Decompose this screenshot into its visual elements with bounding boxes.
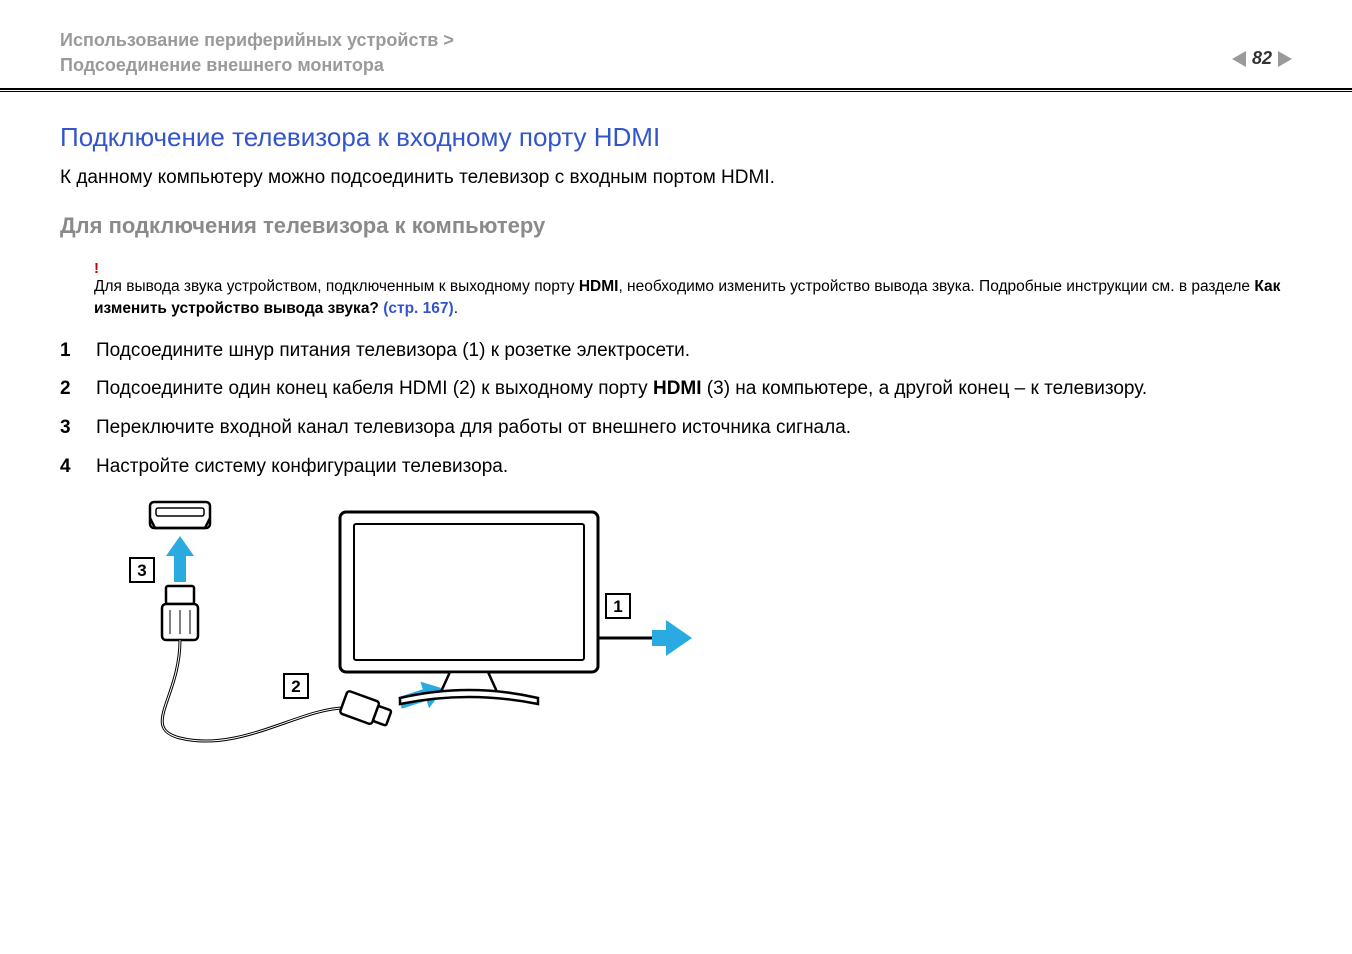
breadcrumb: Использование периферийных устройств > П…	[60, 28, 454, 78]
step-number: 4	[60, 454, 96, 481]
warning-block: ! Для вывода звука устройством, подключе…	[94, 261, 1292, 319]
warning-part3: .	[454, 300, 458, 317]
step-text-bold: HDMI	[653, 378, 702, 399]
step-text-a: Подсоедините один конец кабеля HDMI (2) …	[96, 378, 653, 399]
intro-text: К данному компьютеру можно подсоединить …	[60, 167, 1292, 189]
page-nav: 82	[1232, 48, 1292, 69]
hdmi-cable-highlight	[162, 640, 345, 741]
step-item: 4 Настройте систему конфигурации телевиз…	[60, 454, 1292, 481]
tv-icon	[340, 512, 598, 704]
page-content: Подключение телевизора к входному порту …	[0, 92, 1352, 773]
page-number: 82	[1252, 48, 1272, 69]
warning-text: Для вывода звука устройством, подключенн…	[94, 276, 1292, 319]
step-text: Переключите входной канал телевизора для…	[96, 415, 1292, 442]
step-text: Настройте систему конфигурации телевизор…	[96, 454, 1292, 481]
diagram-svg: 3 2	[100, 498, 720, 768]
sub-heading: Для подключения телевизора к компьютеру	[60, 213, 1292, 239]
hdmi-connector-2-icon	[340, 691, 393, 730]
callout-2: 2	[284, 674, 308, 698]
step-text: Подсоедините шнур питания телевизора (1)…	[96, 338, 1292, 365]
breadcrumb-line2: Подсоединение внешнего монитора	[60, 53, 454, 78]
hdmi-cable	[162, 640, 345, 741]
hdmi-port-icon	[150, 502, 210, 528]
warning-part1: Для вывода звука устройством, подключенн…	[94, 278, 579, 295]
arrow-up-icon	[166, 536, 194, 582]
next-page-arrow-icon[interactable]	[1278, 51, 1292, 67]
breadcrumb-line1: Использование периферийных устройств >	[60, 28, 454, 53]
hdmi-connector-icon	[162, 586, 198, 640]
callout-2-label: 2	[291, 677, 300, 696]
callout-1: 1	[606, 594, 630, 618]
warning-bold1: HDMI	[579, 278, 619, 295]
callout-1-label: 1	[613, 597, 622, 616]
step-text: Подсоедините один конец кабеля HDMI (2) …	[96, 376, 1292, 403]
step-text-b: (3) на компьютере, а другой конец – к те…	[702, 378, 1148, 399]
step-number: 2	[60, 376, 96, 403]
warning-mark-icon: !	[94, 261, 1292, 276]
step-number: 1	[60, 338, 96, 365]
step-number: 3	[60, 415, 96, 442]
step-item: 2 Подсоедините один конец кабеля HDMI (2…	[60, 376, 1292, 403]
callout-3: 3	[130, 558, 154, 582]
step-item: 1 Подсоедините шнур питания телевизора (…	[60, 338, 1292, 365]
steps-list: 1 Подсоедините шнур питания телевизора (…	[60, 338, 1292, 480]
prev-page-arrow-icon[interactable]	[1232, 51, 1246, 67]
arrow-power-icon	[652, 620, 692, 656]
header-divider	[0, 88, 1352, 90]
page-title: Подключение телевизора к входному порту …	[60, 122, 1292, 153]
callout-3-label: 3	[137, 561, 146, 580]
connection-diagram: 3 2	[100, 498, 1292, 773]
step-item: 3 Переключите входной канал телевизора д…	[60, 415, 1292, 442]
warning-part2: , необходимо изменить устройство вывода …	[618, 278, 1254, 295]
page-header: Использование периферийных устройств > П…	[0, 0, 1352, 88]
warning-link[interactable]: (стр. 167)	[383, 300, 453, 317]
